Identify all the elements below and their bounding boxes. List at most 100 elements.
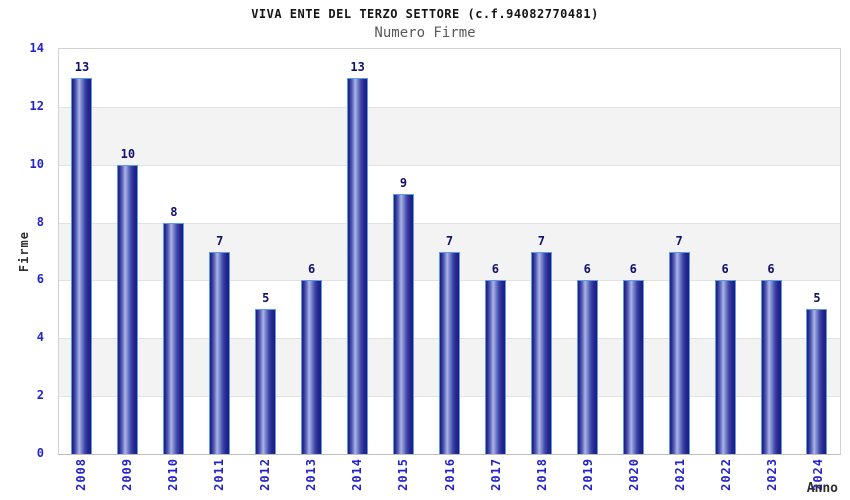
x-slot: 2015: [380, 458, 426, 500]
bar-value-label: 7: [675, 233, 683, 248]
bar-2009: [117, 164, 139, 454]
chart-title: VIVA ENTE DEL TERZO SETTORE (c.f.9408277…: [251, 7, 599, 21]
bar-2018: [530, 251, 552, 454]
x-slot: 2009: [104, 458, 150, 500]
x-tick-label: 2019: [580, 458, 595, 491]
bars-layer: 13 10 8 7 5 6 13 9 7 6 7 6 6 7 6 6 5: [59, 49, 840, 454]
x-slot: 2017: [473, 458, 519, 500]
x-slot: 2013: [288, 458, 334, 500]
x-tick-label: 2023: [764, 458, 779, 491]
y-tick-label: 10: [29, 156, 44, 171]
x-slot: 2020: [611, 458, 657, 500]
bar-slot: 7: [518, 49, 564, 454]
x-tick-label: 2011: [212, 458, 227, 491]
bar-slot: 6: [702, 49, 748, 454]
bar-slot: 9: [381, 49, 427, 454]
x-tick-label: 2013: [304, 458, 319, 491]
x-slot: 2021: [657, 458, 703, 500]
bar-slot: 6: [289, 49, 335, 454]
bar-value-label: 6: [767, 262, 775, 277]
bar-2014: [347, 77, 369, 454]
bar-2016: [438, 251, 460, 454]
x-tick-label: 2022: [718, 458, 733, 491]
bar-2017: [484, 280, 506, 454]
bar-2020: [622, 280, 644, 454]
bar-slot: 6: [610, 49, 656, 454]
x-slot: 2012: [242, 458, 288, 500]
bar-slot: 8: [151, 49, 197, 454]
y-tick-label: 4: [36, 330, 44, 345]
x-tick-label: 2014: [350, 458, 365, 491]
bar-slot: 5: [243, 49, 289, 454]
x-tick-label: 2020: [626, 458, 641, 491]
x-tick-label: 2009: [120, 458, 135, 491]
y-tick-label: 12: [29, 98, 44, 113]
bar-2022: [714, 280, 736, 454]
bar-slot: 6: [472, 49, 518, 454]
x-slot: 2010: [150, 458, 196, 500]
x-slot: 2008: [58, 458, 104, 500]
plot-band: [59, 164, 840, 223]
y-tick-label: 14: [29, 41, 44, 55]
bar-value-label: 7: [537, 233, 545, 248]
bar-slot: 13: [335, 49, 381, 454]
chart-subtitle: Numero Firme: [374, 25, 476, 41]
bar-2011: [209, 251, 231, 454]
bar-slot: 6: [564, 49, 610, 454]
bar-value-label: 6: [308, 262, 316, 277]
bar-value-label: 13: [74, 59, 90, 74]
x-slot: 2023: [749, 458, 795, 500]
x-axis-title: Anno: [806, 481, 838, 496]
bar-2023: [760, 280, 782, 454]
bar-2024: [806, 309, 828, 454]
bar-slot: 7: [656, 49, 702, 454]
y-tick-label: 2: [36, 388, 44, 403]
bar-value-label: 10: [120, 146, 136, 161]
bar-value-label: 5: [813, 291, 821, 306]
x-tick-label: 2015: [396, 458, 411, 491]
x-tick-label: 2017: [488, 458, 503, 491]
plot-area: 13 10 8 7 5 6 13 9 7 6 7 6 6 7 6 6 5: [58, 48, 841, 455]
bar-value-label: 6: [721, 262, 729, 277]
bar-value-label: 13: [350, 59, 365, 74]
bar-value-label: 6: [491, 262, 500, 277]
bar-slot: 6: [748, 49, 794, 454]
bar-value-label: 6: [583, 262, 591, 277]
bar-2010: [163, 222, 185, 454]
bar-value-label: 8: [170, 204, 178, 219]
bar-slot: 5: [794, 49, 840, 454]
bar-2015: [393, 193, 415, 454]
bar-slot: 10: [105, 49, 151, 454]
y-axis: 0 2 4 6 8 10 12 14: [0, 41, 52, 460]
x-axis: 2008 2009 2010 2011 2012 2013 2014 2015 2016 2017…: [58, 458, 841, 500]
x-tick-label: 2010: [166, 458, 181, 491]
bar-slot: 7: [427, 49, 473, 454]
bar-2019: [576, 280, 598, 454]
bar-value-label: 6: [629, 262, 637, 277]
x-slot: 2011: [196, 458, 242, 500]
x-slot: 2022: [703, 458, 749, 500]
x-tick-label: 2021: [672, 458, 687, 491]
bar-value-label: 7: [445, 233, 454, 248]
bar-slot: 13: [59, 49, 105, 454]
x-slot: 2019: [565, 458, 611, 500]
bar-2013: [301, 280, 323, 454]
y-tick-label: 6: [36, 272, 44, 287]
bar-slot: 7: [197, 49, 243, 454]
bar-value-label: 5: [262, 291, 270, 306]
bar-2012: [255, 309, 277, 454]
x-slot: 2016: [427, 458, 473, 500]
plot-band: [59, 106, 840, 165]
y-tick-label: 0: [36, 446, 44, 460]
x-tick-label: 2012: [258, 458, 273, 491]
bar-value-label: 9: [399, 175, 408, 190]
x-tick-label: 2016: [442, 458, 457, 491]
plot-band: [59, 49, 840, 107]
bar-2008: [71, 77, 93, 454]
x-slot: 2014: [334, 458, 380, 500]
x-tick-label: 2008: [74, 458, 89, 491]
x-slot: 2018: [519, 458, 565, 500]
bar-value-label: 7: [216, 233, 224, 248]
y-tick-label: 8: [36, 214, 44, 229]
